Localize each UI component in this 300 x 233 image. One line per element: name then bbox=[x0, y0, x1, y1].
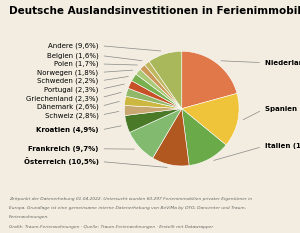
Wedge shape bbox=[124, 96, 182, 109]
Text: Schweiz (2,8%): Schweiz (2,8%) bbox=[45, 111, 119, 119]
Text: Dänemark (2,6%): Dänemark (2,6%) bbox=[37, 101, 119, 110]
Wedge shape bbox=[130, 109, 182, 158]
Text: Norwegen (1,8%): Norwegen (1,8%) bbox=[38, 69, 133, 76]
Text: Frankreich (9,7%): Frankreich (9,7%) bbox=[28, 146, 134, 152]
Text: Andere (9,6%): Andere (9,6%) bbox=[48, 42, 161, 51]
Wedge shape bbox=[128, 81, 182, 109]
Text: Grafik: Traum-Ferienwohnungen · Quelle: Traum-Ferienwohnungen · Erstellt mit Dat: Grafik: Traum-Ferienwohnungen · Quelle: … bbox=[9, 225, 213, 229]
Wedge shape bbox=[126, 88, 182, 109]
Text: Griechenland (2,3%): Griechenland (2,3%) bbox=[26, 92, 121, 102]
Wedge shape bbox=[145, 62, 182, 109]
Wedge shape bbox=[153, 109, 189, 166]
Text: Schweden (2,2%): Schweden (2,2%) bbox=[38, 76, 128, 84]
Text: Belgien (1,6%): Belgien (1,6%) bbox=[47, 52, 142, 61]
Text: Österreich (10,5%): Österreich (10,5%) bbox=[24, 158, 167, 168]
Wedge shape bbox=[136, 69, 182, 109]
Text: Niederlande (20,7%): Niederlande (20,7%) bbox=[221, 60, 300, 66]
Wedge shape bbox=[182, 109, 226, 165]
Wedge shape bbox=[140, 65, 182, 109]
Wedge shape bbox=[132, 74, 182, 109]
Wedge shape bbox=[182, 93, 239, 145]
Text: Ferienwohnungen.: Ferienwohnungen. bbox=[9, 215, 50, 219]
Text: Italien (12,0%): Italien (12,0%) bbox=[214, 143, 300, 161]
Text: Deutsche Auslandsinvestitionen in Ferienimmobilien: Deutsche Auslandsinvestitionen in Ferien… bbox=[9, 6, 300, 16]
Wedge shape bbox=[149, 51, 182, 109]
Wedge shape bbox=[182, 51, 237, 109]
Wedge shape bbox=[125, 109, 182, 133]
Wedge shape bbox=[124, 106, 182, 116]
Text: Zeitpunkt der Datenerhebung 01.04.2022. Untersucht wurden 60.297 Ferienimmobilie: Zeitpunkt der Datenerhebung 01.04.2022. … bbox=[9, 197, 252, 201]
Text: Polen (1,7%): Polen (1,7%) bbox=[54, 61, 137, 67]
Text: Spanien (15,2%): Spanien (15,2%) bbox=[243, 106, 300, 120]
Text: Portugal (2,3%): Portugal (2,3%) bbox=[44, 84, 124, 93]
Text: Kroatien (4,9%): Kroatien (4,9%) bbox=[36, 126, 121, 134]
Text: Europa. Grundlage ist eine gemeinsame interne Datenerhebung von BeViMa by OYO, D: Europa. Grundlage ist eine gemeinsame in… bbox=[9, 206, 246, 210]
